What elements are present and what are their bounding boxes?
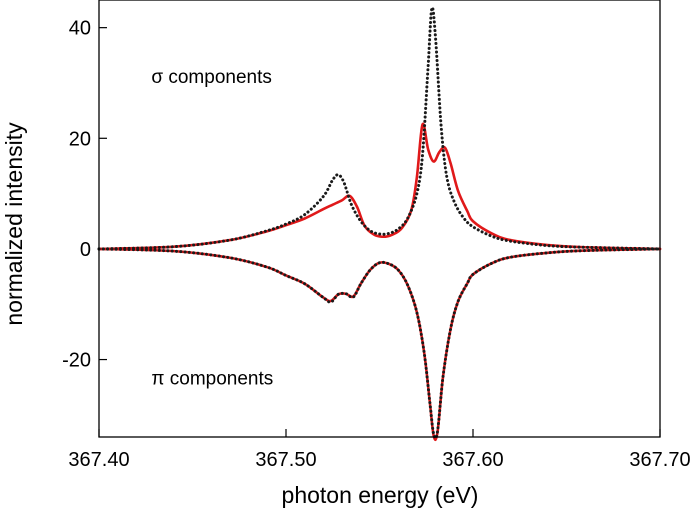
plot-frame [98, 0, 661, 438]
y-tick-label-0: -20 [62, 350, 91, 372]
series-line-pi-dotted [97, 247, 662, 440]
series-line-sigma-dotted [97, 5, 662, 251]
series-layer [97, 5, 662, 442]
y-axis-label: normalized intensity [1, 122, 27, 326]
x-tick-label-1: 367.50 [255, 449, 316, 471]
x-axis-label: photon energy (eV) [282, 482, 479, 508]
x-tick-label-2: 367.60 [442, 449, 503, 471]
annotation-sigma-components: σ components [151, 67, 272, 88]
y-tick-label-1: 0 [80, 239, 91, 261]
annotation-pi-components: π components [151, 368, 273, 389]
tick-labels-layer: 367.40 367.50 367.60 367.70 -20 0 20 40 [62, 18, 690, 471]
y-tick-label-2: 20 [69, 128, 91, 150]
x-tick-label-3: 367.70 [629, 449, 690, 471]
y-tick-label-3: 40 [69, 18, 91, 40]
x-tick-label-0: 367.40 [68, 449, 129, 471]
series-line-sigma-solid [97, 122, 662, 251]
